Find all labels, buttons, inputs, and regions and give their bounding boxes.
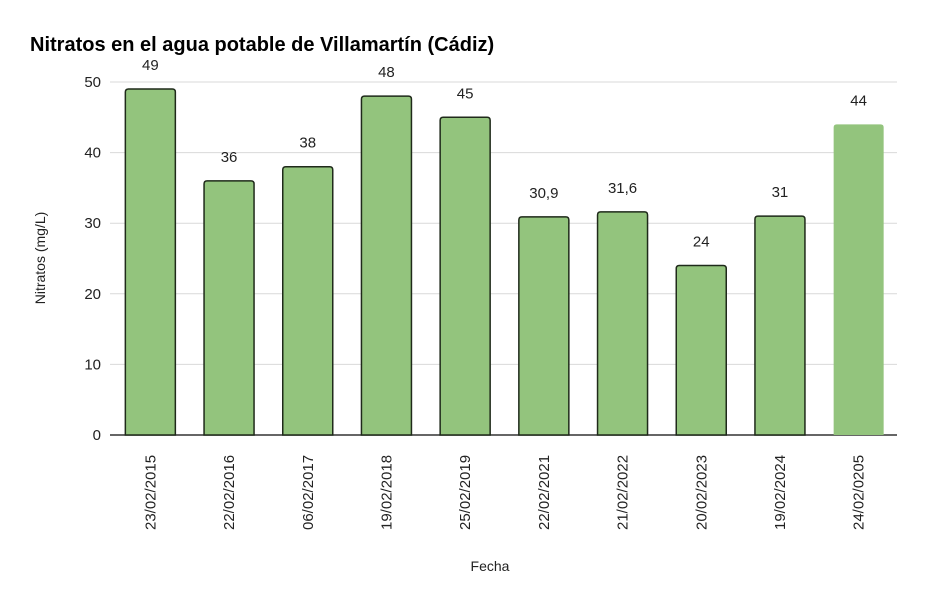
y-tick-label: 20 — [84, 286, 101, 303]
x-tick-label: 24/02/0205 — [851, 455, 868, 530]
x-axis-label: Fecha — [471, 558, 510, 574]
x-tick-label: 06/02/2017 — [300, 455, 317, 530]
x-tick-label: 25/02/2019 — [457, 455, 474, 530]
bar — [675, 264, 727, 436]
bar — [596, 211, 649, 436]
data-label: 36 — [221, 149, 238, 166]
data-label: 31 — [772, 184, 789, 201]
y-tick-label: 10 — [84, 356, 101, 373]
x-tick-label: 19/02/2024 — [772, 455, 789, 530]
chart-title: Nitratos en el agua potable de Villamart… — [30, 34, 494, 56]
bar — [754, 215, 806, 436]
data-label: 38 — [299, 135, 316, 152]
bar — [439, 116, 491, 436]
x-tick-label: 20/02/2023 — [693, 455, 710, 530]
bar — [360, 95, 413, 436]
data-label: 44 — [850, 92, 867, 109]
data-label: 30,9 — [529, 185, 558, 202]
y-axis-label: Nitratos (mg/L) — [32, 212, 48, 305]
y-tick-label: 40 — [84, 145, 101, 162]
x-tick-label: 22/02/2016 — [221, 455, 238, 530]
data-label: 24 — [693, 234, 710, 251]
bar — [833, 124, 884, 436]
bar — [282, 165, 334, 436]
x-tick-label: 22/02/2021 — [536, 455, 553, 530]
x-tick-label: 23/02/2015 — [142, 455, 159, 530]
x-tick-label: 21/02/2022 — [615, 455, 632, 530]
bar — [124, 88, 177, 436]
data-label: 45 — [457, 85, 474, 102]
bar — [203, 180, 255, 436]
bar — [518, 216, 570, 436]
y-tick-label: 50 — [84, 74, 101, 91]
x-tick-label: 19/02/2018 — [378, 455, 395, 530]
y-tick-label: 0 — [93, 427, 101, 444]
data-label: 49 — [142, 57, 159, 74]
y-tick-label: 30 — [84, 215, 101, 232]
data-label: 31,6 — [608, 180, 637, 197]
data-label: 48 — [378, 64, 395, 81]
